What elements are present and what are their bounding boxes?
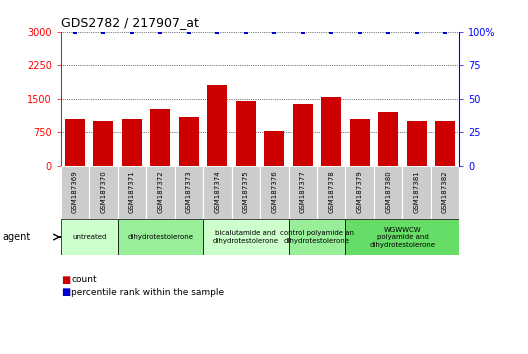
Text: percentile rank within the sample: percentile rank within the sample	[71, 287, 224, 297]
Bar	[288, 219, 345, 255]
Point	[99, 29, 108, 35]
Point	[242, 29, 250, 35]
Bar	[350, 119, 370, 166]
Point	[156, 29, 165, 35]
Text: GSM187372: GSM187372	[157, 170, 163, 213]
Point	[384, 29, 392, 35]
Bar	[402, 166, 431, 219]
Point	[327, 29, 335, 35]
Text: GSM187371: GSM187371	[129, 170, 135, 213]
Bar	[203, 166, 232, 219]
Point	[185, 29, 193, 35]
Bar	[265, 131, 284, 166]
Bar	[150, 109, 171, 166]
Bar	[378, 112, 398, 166]
Point	[128, 29, 136, 35]
Bar	[236, 101, 256, 166]
Bar	[61, 219, 118, 255]
Text: GDS2782 / 217907_at: GDS2782 / 217907_at	[61, 16, 199, 29]
Point	[412, 29, 421, 35]
Text: GSM187369: GSM187369	[72, 170, 78, 213]
Bar	[208, 85, 227, 166]
Bar	[431, 166, 459, 219]
Bar	[260, 166, 288, 219]
Bar	[293, 104, 313, 166]
Bar	[179, 116, 199, 166]
Point	[441, 29, 449, 35]
Text: GSM187381: GSM187381	[413, 170, 420, 213]
Text: GSM187378: GSM187378	[328, 170, 334, 213]
Text: ■: ■	[61, 275, 70, 285]
Bar	[65, 119, 85, 166]
Point	[213, 29, 222, 35]
Text: bicalutamide and
dihydrotestolerone: bicalutamide and dihydrotestolerone	[213, 230, 279, 244]
Bar	[146, 166, 175, 219]
Text: GSM187370: GSM187370	[100, 170, 107, 213]
Bar	[122, 119, 142, 166]
Text: GSM187379: GSM187379	[357, 170, 363, 213]
Text: WGWWCW
polyamide and
dihydrotestolerone: WGWWCW polyamide and dihydrotestolerone	[370, 227, 436, 247]
Bar	[89, 166, 118, 219]
Bar	[93, 121, 114, 166]
Text: GSM187375: GSM187375	[243, 170, 249, 213]
Bar	[374, 166, 402, 219]
Text: GSM187380: GSM187380	[385, 170, 391, 213]
Text: control polyamide an
dihydrotestolerone: control polyamide an dihydrotestolerone	[280, 230, 354, 244]
Point	[270, 29, 278, 35]
Bar	[345, 166, 374, 219]
Bar	[321, 97, 341, 166]
Bar	[407, 121, 427, 166]
Text: GSM187373: GSM187373	[186, 170, 192, 213]
Point	[355, 29, 364, 35]
Bar	[435, 121, 455, 166]
Bar	[232, 166, 260, 219]
Text: agent: agent	[3, 232, 31, 242]
Bar	[288, 166, 317, 219]
Bar	[203, 219, 288, 255]
Bar	[118, 219, 203, 255]
Bar	[61, 166, 89, 219]
Bar	[317, 166, 345, 219]
Bar	[175, 166, 203, 219]
Text: dihydrotestolerone: dihydrotestolerone	[127, 234, 193, 240]
Bar	[345, 219, 459, 255]
Text: GSM187382: GSM187382	[442, 170, 448, 213]
Text: ■: ■	[61, 287, 70, 297]
Text: untreated: untreated	[72, 234, 106, 240]
Text: GSM187377: GSM187377	[300, 170, 306, 213]
Text: count: count	[71, 275, 97, 284]
Point	[298, 29, 307, 35]
Bar	[118, 166, 146, 219]
Text: GSM187374: GSM187374	[214, 170, 220, 213]
Text: GSM187376: GSM187376	[271, 170, 277, 213]
Point	[71, 29, 79, 35]
